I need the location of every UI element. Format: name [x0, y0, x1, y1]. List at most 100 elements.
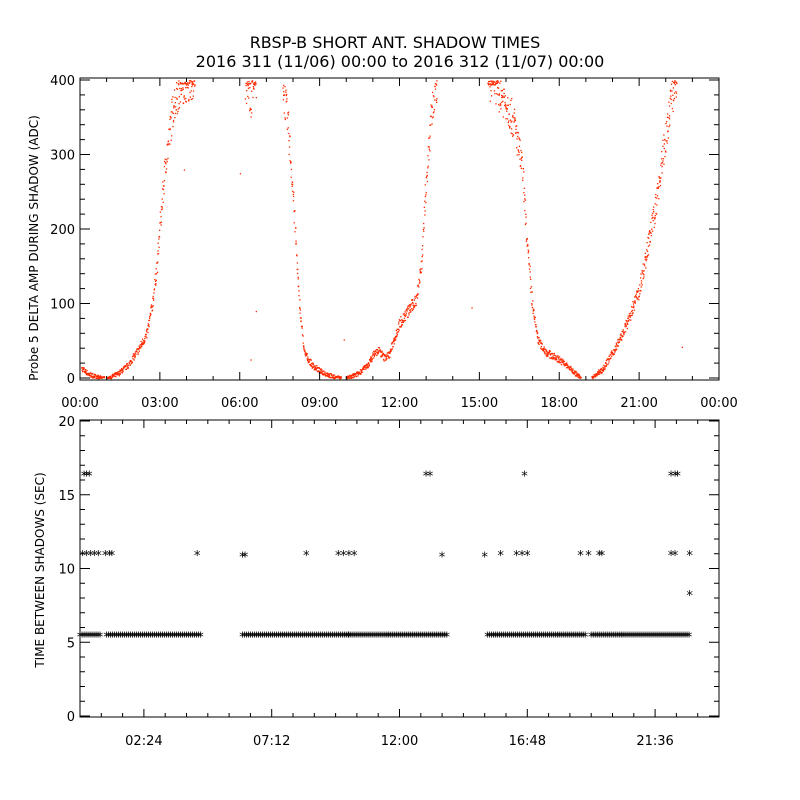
- interval-band-marker: *: [143, 630, 151, 645]
- interval-band-marker: *: [659, 630, 667, 645]
- interval-band-marker: *: [625, 630, 633, 645]
- interval-band-marker: *: [92, 630, 100, 645]
- interval-marker: *: [302, 549, 310, 564]
- amplitude-point-s4: [431, 123, 433, 125]
- amplitude-point-s6: [674, 84, 676, 86]
- amplitude-point-s0: [82, 367, 84, 369]
- amplitude-point-s3: [320, 372, 322, 374]
- amplitude-point-s6: [652, 216, 654, 218]
- interval-band-marker: *: [355, 630, 363, 645]
- amplitude-point-s3: [317, 370, 320, 372]
- amplitude-point-s4: [403, 313, 405, 315]
- amplitude-point-s1: [176, 98, 178, 100]
- interval-band-marker: *: [377, 630, 385, 645]
- amplitude-point-s3: [301, 334, 304, 336]
- interval-band-marker: *: [80, 630, 88, 645]
- amplitude-point-s1: [180, 89, 182, 92]
- amplitude-point-s1: [146, 330, 148, 333]
- amplitude-point-s1: [170, 116, 172, 118]
- amplitude-point-s1: [153, 289, 155, 291]
- amplitude-point-s6: [648, 233, 650, 235]
- amplitude-point-s6: [663, 143, 665, 145]
- amplitude-point-s6: [662, 139, 664, 141]
- amplitude-point-s0: [84, 372, 87, 374]
- amplitude-point-s1: [158, 246, 160, 248]
- interval-band-marker: *: [177, 630, 185, 645]
- amplitude-point-s6: [667, 130, 669, 132]
- amplitude-point-s6: [653, 226, 655, 228]
- amplitude-point-s5: [509, 119, 511, 121]
- amplitude-point-s5: [531, 306, 534, 309]
- amplitude-point-s3: [323, 370, 325, 372]
- amplitude-point-s0: [83, 369, 85, 371]
- amplitude-point-s1: [161, 206, 163, 208]
- interval-band-marker: *: [147, 630, 155, 645]
- amplitude-point-s4: [353, 373, 356, 375]
- interval-band-marker: *: [647, 630, 655, 645]
- amplitude-point-s1: [153, 288, 156, 290]
- amplitude-point-s1: [164, 162, 167, 164]
- amplitude-point-s1: [127, 367, 129, 369]
- amplitude-point-s4: [413, 306, 416, 308]
- amplitude-point-s4: [372, 352, 374, 354]
- interval-band-marker: *: [433, 630, 441, 645]
- amplitude-point-s6: [613, 353, 616, 355]
- amplitude-point-s4: [425, 194, 427, 196]
- amplitude-point-s6: [617, 342, 620, 344]
- amplitude-point-s5: [497, 94, 499, 96]
- amplitude-point-s2: [248, 97, 250, 99]
- amplitude-point-s5: [518, 151, 520, 153]
- amplitude-point-s4: [403, 314, 406, 317]
- amplitude-point-s1: [183, 82, 186, 84]
- amplitude-point-s5: [551, 358, 554, 360]
- amplitude-point-s5: [567, 364, 569, 366]
- amplitude-point-s5: [506, 107, 508, 110]
- amplitude-point-s2: [246, 81, 249, 83]
- amplitude-point-s1: [138, 350, 140, 352]
- interval-band-marker: *: [403, 630, 411, 645]
- amplitude-point-s1: [115, 372, 117, 374]
- amplitude-point-s3: [336, 376, 339, 378]
- interval-band-marker: *: [314, 630, 322, 645]
- amplitude-point-s1: [111, 374, 113, 377]
- amplitude-point-s1: [142, 340, 144, 342]
- amplitude-point-s5: [559, 356, 561, 358]
- interval-marker: *: [422, 470, 430, 485]
- amplitude-point-s5: [529, 287, 532, 289]
- amplitude-point-s5: [575, 371, 577, 373]
- amplitude-point-s3: [317, 371, 319, 373]
- amplitude-point-s5: [501, 96, 504, 99]
- interval-band-marker: *: [493, 630, 501, 645]
- amplitude-point-s6: [607, 363, 609, 365]
- amplitude-point-s5: [577, 375, 579, 377]
- amplitude-point-s5: [496, 93, 498, 95]
- amplitude-point-s4: [362, 366, 364, 369]
- amplitude-point-s3: [294, 210, 296, 212]
- amplitude-point-s3: [297, 276, 299, 278]
- amplitude-point-s3: [312, 362, 314, 365]
- interval-band-marker: *: [611, 630, 619, 645]
- amplitude-point-s4: [419, 272, 422, 274]
- amplitude-point-s6: [602, 370, 604, 372]
- amplitude-point-s5: [554, 357, 556, 359]
- amplitude-point-s4: [352, 374, 354, 376]
- amplitude-point-s1: [154, 279, 156, 281]
- amplitude-point-s6: [603, 364, 605, 366]
- amplitude-point-s2: [249, 107, 251, 109]
- chart-title-line1: RBSP-B SHORT ANT. SHADOW TIMES: [250, 33, 541, 52]
- amplitude-point-s6: [645, 256, 647, 259]
- amplitude-point-s5: [536, 336, 539, 338]
- amplitude-point-s6: [672, 99, 675, 101]
- amplitude-point-s6: [654, 215, 656, 217]
- amplitude-point-s6: [634, 301, 636, 303]
- amplitude-point-s5: [504, 104, 506, 107]
- amplitude-point-s1: [190, 98, 192, 100]
- amplitude-point-s1: [132, 353, 134, 355]
- amplitude-point-s4: [420, 270, 422, 273]
- amplitude-point-s5: [496, 82, 498, 84]
- amplitude-point-s4: [420, 260, 422, 263]
- amplitude-point-s1: [170, 111, 172, 113]
- amplitude-point-s3: [325, 375, 327, 377]
- amplitude-point-s6: [640, 273, 642, 275]
- amplitude-point-s0: [103, 377, 105, 379]
